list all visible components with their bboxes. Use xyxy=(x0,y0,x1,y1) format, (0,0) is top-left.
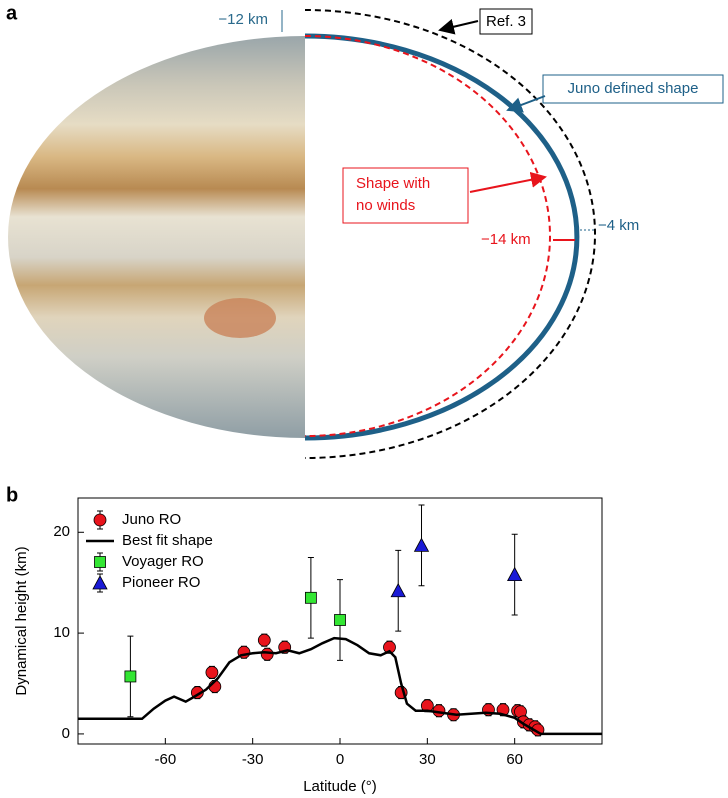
point xyxy=(391,584,405,597)
y-tick-label: 20 xyxy=(53,523,70,540)
arrow xyxy=(508,96,545,110)
x-tick-label: -30 xyxy=(242,751,264,768)
point xyxy=(335,614,346,625)
panel-label: a xyxy=(6,2,18,24)
point xyxy=(261,648,273,660)
x-tick-label: 30 xyxy=(419,751,436,768)
annotation-line: Shape with xyxy=(356,175,430,192)
point xyxy=(125,671,136,682)
point xyxy=(206,666,218,678)
point xyxy=(415,538,429,551)
panel-label: b xyxy=(6,484,18,506)
legend-symbol xyxy=(93,576,107,589)
arrow xyxy=(470,177,545,192)
y-tick-label: 0 xyxy=(62,725,70,742)
legend-label: Voyager RO xyxy=(122,553,204,570)
legend-label: Juno RO xyxy=(122,511,181,528)
legend-symbol xyxy=(95,557,106,568)
point xyxy=(305,592,316,603)
x-tick-label: 60 xyxy=(506,751,523,768)
y-axis-label: Dynamical height (km) xyxy=(13,546,30,695)
x-tick-label: 0 xyxy=(336,751,344,768)
annotation: −14 km xyxy=(481,231,531,248)
legend-label: Pioneer RO xyxy=(122,574,200,591)
x-axis-label: Latitude (°) xyxy=(303,778,377,795)
legend-label: Best fit shape xyxy=(122,532,213,549)
annotation: −4 km xyxy=(598,217,639,234)
juno-shape xyxy=(305,36,577,438)
annotation-line: no winds xyxy=(356,197,415,214)
legend-symbol xyxy=(94,514,106,526)
annotation: Ref. 3 xyxy=(486,13,526,30)
point xyxy=(258,634,270,646)
x-tick-label: -60 xyxy=(154,751,176,768)
jupiter-image xyxy=(8,36,305,438)
figure: a −12 km Ref. 3 Juno defined shape Shape… xyxy=(0,0,728,798)
y-tick-label: 10 xyxy=(53,624,70,641)
point xyxy=(508,568,522,581)
annotation: Juno defined shape xyxy=(568,80,699,97)
annotation: −12 km xyxy=(218,11,268,28)
arrow xyxy=(440,21,478,30)
chart: b Latitude (°) Dynamical height (km) -60… xyxy=(6,484,602,795)
